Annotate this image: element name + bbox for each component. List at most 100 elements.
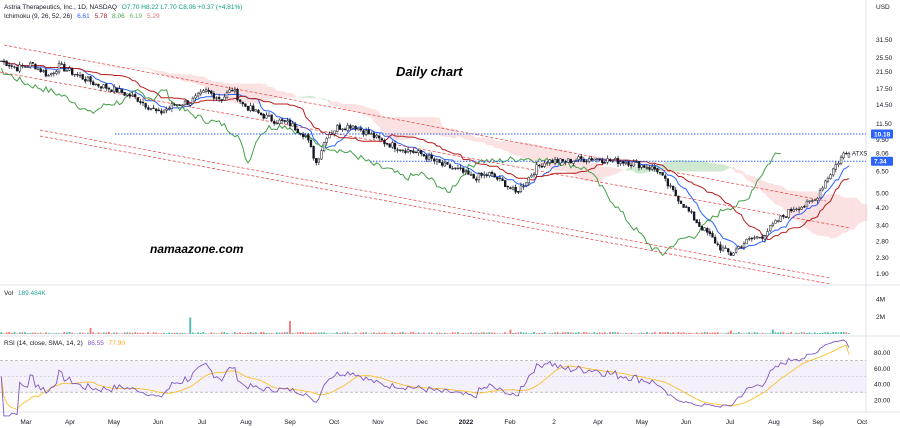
volume-bar xyxy=(824,332,827,334)
volume-bar xyxy=(687,333,690,334)
volume-bar xyxy=(632,333,635,334)
candle-body xyxy=(94,83,97,85)
volume-bar xyxy=(289,320,291,334)
candle xyxy=(162,109,166,114)
candle xyxy=(748,236,751,241)
volume-bar xyxy=(779,332,782,334)
candle-body xyxy=(595,158,599,160)
candle xyxy=(29,61,32,69)
candle-body xyxy=(506,185,509,188)
volume-bar xyxy=(428,332,430,334)
cloud-segment xyxy=(255,83,259,105)
cloud-segment xyxy=(429,117,432,136)
candle xyxy=(60,61,63,65)
cloud-segment xyxy=(200,76,204,86)
volume-bar xyxy=(79,332,81,334)
cloud-segment xyxy=(263,83,267,102)
candle-body xyxy=(0,60,3,62)
volume-bar xyxy=(842,332,845,334)
candle xyxy=(792,206,796,212)
rsi-legend: RSI (14, close, SMA, 14, 2) 86.55 77.90 xyxy=(4,339,125,348)
candle xyxy=(233,87,237,94)
cloud-segment xyxy=(103,65,107,67)
volume-value: 189.484K xyxy=(17,290,46,297)
candle xyxy=(845,151,848,155)
volume-bar xyxy=(627,333,630,334)
volume-bar xyxy=(92,332,95,334)
candle-body xyxy=(317,158,321,163)
volume-bar xyxy=(197,332,200,334)
volume-bar xyxy=(283,332,286,334)
candle xyxy=(21,63,24,69)
candle xyxy=(493,172,496,178)
cloud-segment xyxy=(597,163,600,183)
candle-body xyxy=(181,104,184,106)
candle-body xyxy=(787,209,790,218)
volume-bar xyxy=(538,332,541,334)
time-tick-label: Apr xyxy=(65,419,76,426)
candle xyxy=(393,141,397,153)
candle xyxy=(246,105,250,112)
volume-bar xyxy=(97,332,100,334)
cloud-segment xyxy=(691,160,695,172)
candle-body xyxy=(480,172,483,176)
cloud-segment xyxy=(484,137,487,145)
volume-bar xyxy=(37,333,39,334)
candle xyxy=(480,172,483,179)
candle-body xyxy=(559,158,562,164)
volume-bar xyxy=(525,332,528,334)
candle xyxy=(91,79,95,86)
rsi-value: 86.55 xyxy=(87,340,104,347)
cloud-segment xyxy=(631,167,634,171)
candle xyxy=(569,158,572,164)
cloud-segment xyxy=(442,126,445,137)
volume-bar xyxy=(50,333,53,334)
cloud-segment xyxy=(704,161,708,172)
candle-body xyxy=(582,158,586,163)
candle xyxy=(99,86,103,92)
cloud-segment xyxy=(688,160,692,172)
candle xyxy=(354,125,357,132)
cloud-segment xyxy=(775,184,779,206)
cloud-segment xyxy=(352,103,356,111)
candle xyxy=(215,96,218,101)
volume-bar xyxy=(732,332,735,334)
candle xyxy=(813,199,816,201)
candle xyxy=(36,67,40,71)
candle-body xyxy=(797,208,801,211)
candle xyxy=(102,83,105,89)
candle xyxy=(732,252,735,257)
candle xyxy=(427,152,431,163)
cloud-segment xyxy=(751,176,755,185)
volume-bar xyxy=(737,332,740,334)
volume-bar xyxy=(89,327,92,334)
candle-body xyxy=(745,239,748,245)
candle-body xyxy=(270,114,273,121)
symbol-title: Astria Therapeutics, Inc., 1D, NASDAQ xyxy=(4,4,117,11)
volume-bar xyxy=(3,333,5,334)
cloud-segment xyxy=(85,65,88,66)
cloud-segment xyxy=(82,63,86,66)
candle-body xyxy=(811,200,814,202)
candle xyxy=(740,245,743,249)
volume-bar xyxy=(420,333,423,334)
volume-bar xyxy=(569,332,572,334)
volume-bar xyxy=(105,332,108,334)
candle xyxy=(603,162,607,164)
candle-body xyxy=(304,134,307,137)
volume-bar xyxy=(228,333,231,334)
candle-body xyxy=(320,150,323,160)
candle xyxy=(23,65,27,68)
candle xyxy=(220,99,223,104)
volume-bar xyxy=(354,332,357,334)
candle xyxy=(181,104,184,107)
cloud-segment xyxy=(116,67,120,69)
candle xyxy=(383,138,386,148)
candle-body xyxy=(441,162,444,166)
cloud-segment xyxy=(720,164,723,172)
candle xyxy=(252,103,255,113)
volume-bar xyxy=(113,332,116,334)
candle-body xyxy=(784,216,788,218)
candle xyxy=(299,132,302,136)
